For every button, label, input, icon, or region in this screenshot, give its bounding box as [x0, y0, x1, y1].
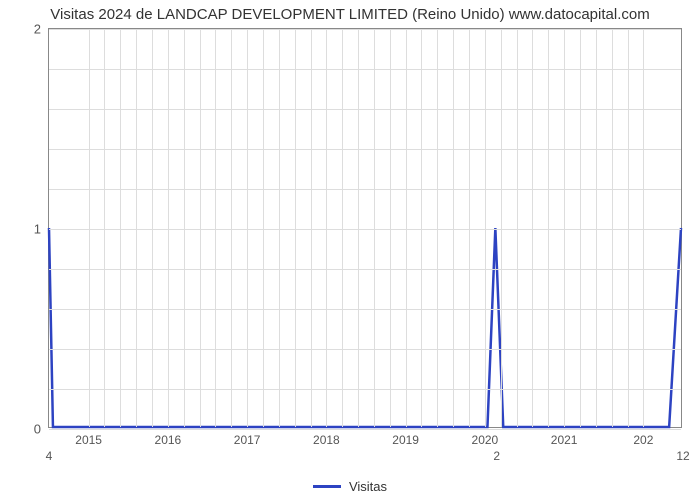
- series-line: [49, 29, 681, 427]
- grid-line-v: [421, 29, 422, 427]
- grid-line-v: [469, 29, 470, 427]
- grid-line-h: [49, 349, 681, 350]
- grid-line-v: [612, 29, 613, 427]
- grid-line-h: [49, 429, 681, 430]
- grid-line-h: [49, 189, 681, 190]
- grid-line-v: [326, 29, 327, 427]
- grid-line-v: [311, 29, 312, 427]
- grid-line-v: [295, 29, 296, 427]
- grid-line-v: [104, 29, 105, 427]
- grid-line-v: [247, 29, 248, 427]
- grid-line-v: [231, 29, 232, 427]
- grid-line-h: [49, 69, 681, 70]
- x-tick-label: 2021: [551, 433, 578, 447]
- grid-line-v: [437, 29, 438, 427]
- data-point-label: 12: [676, 449, 689, 463]
- grid-line-v: [532, 29, 533, 427]
- grid-line-v: [342, 29, 343, 427]
- grid-line-v: [358, 29, 359, 427]
- x-tick-label: 2016: [155, 433, 182, 447]
- grid-line-v: [453, 29, 454, 427]
- grid-line-v: [263, 29, 264, 427]
- grid-line-v: [564, 29, 565, 427]
- legend: Visitas: [0, 479, 700, 494]
- legend-label: Visitas: [349, 479, 387, 494]
- grid-line-v: [152, 29, 153, 427]
- grid-line-h: [49, 389, 681, 390]
- grid-line-v: [390, 29, 391, 427]
- x-tick-label: 2018: [313, 433, 340, 447]
- grid-line-v: [374, 29, 375, 427]
- x-tick-label: 2017: [234, 433, 261, 447]
- grid-line-v: [120, 29, 121, 427]
- grid-line-v: [548, 29, 549, 427]
- y-tick-label: 1: [34, 222, 41, 237]
- data-point-label: 4: [46, 449, 53, 463]
- x-tick-label: 2015: [75, 433, 102, 447]
- grid-line-v: [279, 29, 280, 427]
- grid-line-v: [580, 29, 581, 427]
- grid-line-v: [643, 29, 644, 427]
- grid-line-h: [49, 229, 681, 230]
- x-tick-label: 202: [633, 433, 653, 447]
- grid-line-h: [49, 149, 681, 150]
- y-tick-label: 2: [34, 22, 41, 37]
- x-tick-label: 2020: [472, 433, 499, 447]
- chart-title: Visitas 2024 de LANDCAP DEVELOPMENT LIMI…: [0, 6, 700, 23]
- grid-line-v: [184, 29, 185, 427]
- x-tick-label: 2019: [392, 433, 419, 447]
- grid-line-h: [49, 309, 681, 310]
- grid-line-v: [89, 29, 90, 427]
- grid-line-v: [596, 29, 597, 427]
- grid-line-v: [200, 29, 201, 427]
- data-point-label: 2: [493, 449, 500, 463]
- grid-line-v: [215, 29, 216, 427]
- grid-line-h: [49, 109, 681, 110]
- grid-line-v: [517, 29, 518, 427]
- grid-line-v: [168, 29, 169, 427]
- legend-swatch: [313, 485, 341, 488]
- plot-area: 01220152016201720182019202020212024212: [48, 28, 682, 428]
- grid-line-h: [49, 29, 681, 30]
- grid-line-v: [501, 29, 502, 427]
- y-tick-label: 0: [34, 422, 41, 437]
- grid-line-v: [136, 29, 137, 427]
- grid-line-v: [406, 29, 407, 427]
- grid-line-v: [628, 29, 629, 427]
- grid-line-h: [49, 269, 681, 270]
- grid-line-v: [485, 29, 486, 427]
